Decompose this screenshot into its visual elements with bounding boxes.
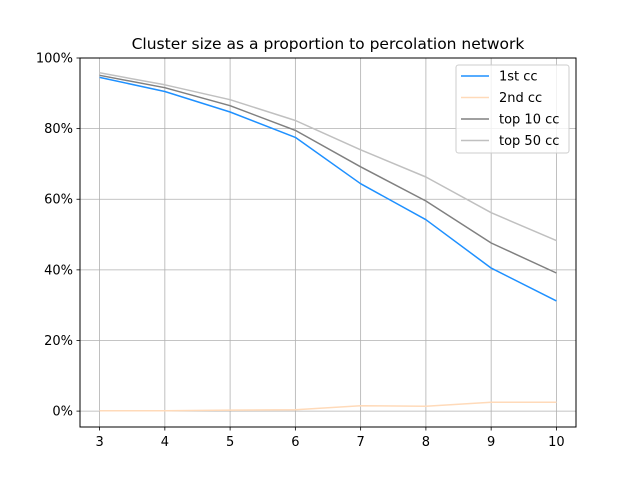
- x-tick-label: 10: [548, 435, 565, 450]
- legend-label: top 10 cc: [499, 113, 559, 128]
- x-tick-label: 4: [161, 435, 169, 450]
- x-tick-label: 6: [291, 435, 299, 450]
- series-line-2nd-cc: [99, 401, 557, 412]
- y-tick-label: 60%: [44, 193, 73, 208]
- y-tick-label: 80%: [44, 122, 73, 137]
- legend-box: [455, 64, 570, 154]
- y-tick-label: 0%: [52, 405, 73, 420]
- chart-title: Cluster size as a proportion to percolat…: [132, 35, 525, 53]
- legend: 1st cc 2nd cc top 10 cc top 50 cc: [455, 64, 570, 154]
- y-tick-label: 20%: [44, 334, 73, 349]
- x-tick-label: 9: [487, 435, 495, 450]
- series-line-1st-cc: [99, 76, 557, 302]
- legend-label: 2nd cc: [499, 91, 542, 106]
- x-tick-label: 5: [226, 435, 234, 450]
- legend-label: 1st cc: [499, 70, 538, 85]
- series-lines: [99, 72, 557, 412]
- plot-area-frame: [79, 57, 577, 428]
- axis-ticks: 3 4 5 6 7 8 9 100%20%40%60%80%100%: [36, 52, 565, 451]
- y-tick-label: 100%: [36, 52, 73, 67]
- x-tick-label: 3: [95, 435, 103, 450]
- series-line-top-50-cc: [99, 72, 557, 242]
- x-tick-label: 8: [422, 435, 430, 450]
- y-tick-label: 40%: [44, 263, 73, 278]
- x-tick-label: 7: [356, 435, 364, 450]
- series-line-top-10-cc: [99, 74, 557, 274]
- legend-label: top 50 cc: [499, 134, 559, 149]
